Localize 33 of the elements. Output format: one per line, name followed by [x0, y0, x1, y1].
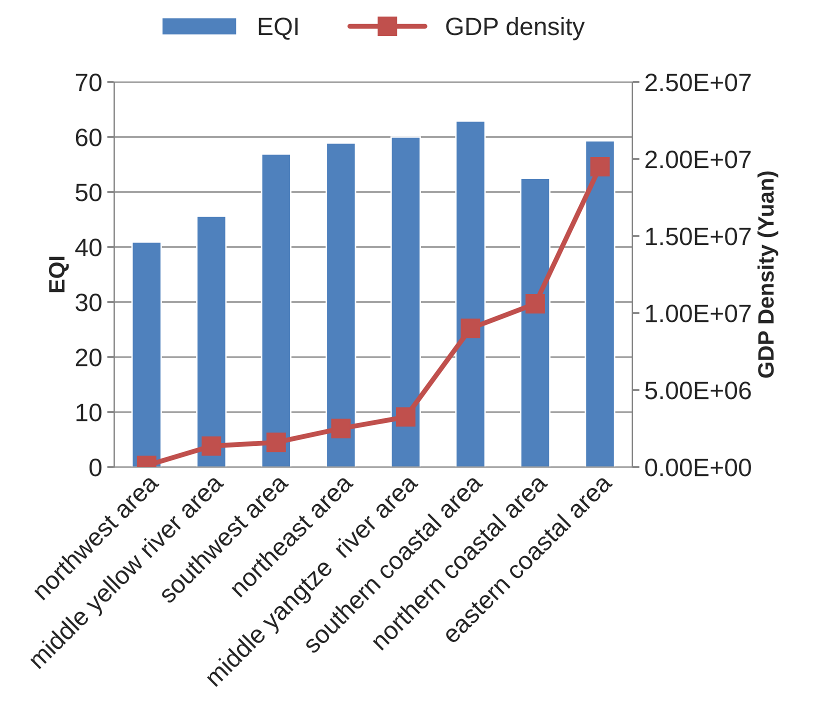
- y-tick-label: 60: [76, 128, 102, 146]
- point: [202, 436, 222, 456]
- y-axis-title: EQI: [48, 256, 69, 292]
- bar: [131, 241, 162, 468]
- bar: [260, 153, 292, 468]
- bar: [455, 120, 486, 468]
- point: [266, 432, 286, 452]
- y-tick-label: 30: [76, 294, 102, 312]
- point: [331, 418, 351, 438]
- point: [526, 294, 545, 314]
- point: [396, 407, 416, 427]
- legend-label: GDP density: [446, 16, 585, 40]
- y2-tick-label: 1.00E+07: [646, 304, 751, 322]
- y2-axis-title: GDP Density (Yuan): [757, 171, 778, 378]
- y-tick-label: 20: [76, 348, 102, 366]
- y2-tick-label: 1.50E+07: [646, 228, 751, 246]
- bar: [196, 216, 227, 468]
- y-tick-label: 10: [76, 404, 102, 422]
- y2-tick-label: 2.00E+07: [645, 150, 751, 168]
- bar: [326, 142, 356, 468]
- y2-tick-label: 0.00E+00: [645, 458, 751, 476]
- bar: [584, 140, 616, 468]
- y-tick-label: 40: [75, 238, 102, 256]
- y-tick-label: 50: [76, 184, 102, 202]
- y2-tick-label: 5.00E+06: [645, 382, 751, 400]
- point: [590, 156, 610, 176]
- bar: [390, 136, 421, 468]
- bar: [520, 178, 551, 468]
- y2-tick-label: 2.50E+07: [645, 74, 751, 92]
- point: [460, 318, 480, 338]
- y-tick-label: 0: [90, 458, 102, 476]
- y-tick-label: 70: [76, 74, 102, 92]
- legend-label: EQI: [258, 18, 298, 40]
